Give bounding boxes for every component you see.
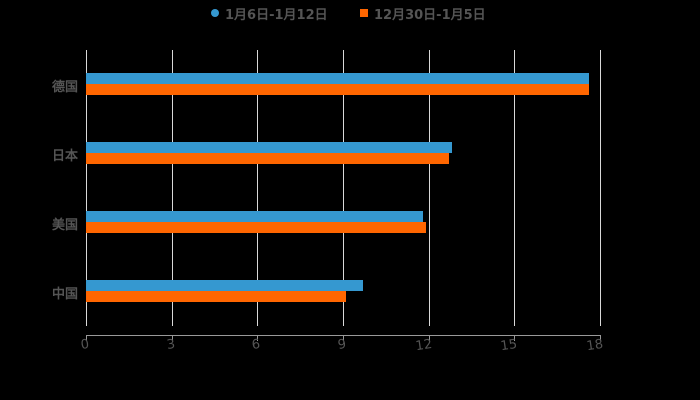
x-tick xyxy=(343,335,344,341)
x-tick-label: 18 xyxy=(585,337,605,355)
legend-item-series2[interactable]: 12月30日-1月5日 xyxy=(360,4,486,23)
legend-square-icon xyxy=(360,9,368,17)
chart-legend: 1月6日-1月12日 12月30日-1月5日 xyxy=(0,4,700,23)
gridline xyxy=(86,50,87,326)
bar-series1[interactable] xyxy=(86,280,363,291)
gridline xyxy=(514,50,515,326)
bar-series2[interactable] xyxy=(86,291,346,302)
gridline xyxy=(429,50,430,326)
x-tick-label: 15 xyxy=(499,337,519,355)
x-tick xyxy=(600,335,601,341)
x-tick-label: 0 xyxy=(79,337,91,354)
bar-series2[interactable] xyxy=(86,222,426,233)
x-tick-label: 3 xyxy=(165,337,177,354)
legend-item-series1[interactable]: 1月6日-1月12日 xyxy=(211,4,328,23)
x-tick-label: 6 xyxy=(250,337,262,354)
legend-label: 12月30日-1月5日 xyxy=(374,7,486,23)
x-tick xyxy=(429,335,430,341)
bar-series1[interactable] xyxy=(86,211,423,222)
gridline xyxy=(600,50,601,326)
x-axis-line xyxy=(86,335,601,336)
legend-label: 1月6日-1月12日 xyxy=(225,7,328,23)
gridline xyxy=(257,50,258,326)
legend-circle-icon xyxy=(211,9,219,17)
gridline xyxy=(172,50,173,326)
category-label: 美国 xyxy=(51,218,78,233)
category-label: 中国 xyxy=(51,287,78,302)
x-tick-label: 12 xyxy=(414,337,434,355)
x-tick-label: 9 xyxy=(336,337,348,354)
bar-series1[interactable] xyxy=(86,142,452,153)
bar-series2[interactable] xyxy=(86,84,589,95)
gridline xyxy=(343,50,344,326)
category-label: 德国 xyxy=(51,80,78,95)
category-label: 日本 xyxy=(51,149,78,164)
bar-series2[interactable] xyxy=(86,153,449,164)
x-tick xyxy=(86,335,87,341)
x-tick xyxy=(514,335,515,341)
x-tick xyxy=(257,335,258,341)
x-tick xyxy=(172,335,173,341)
bar-series1[interactable] xyxy=(86,73,589,84)
